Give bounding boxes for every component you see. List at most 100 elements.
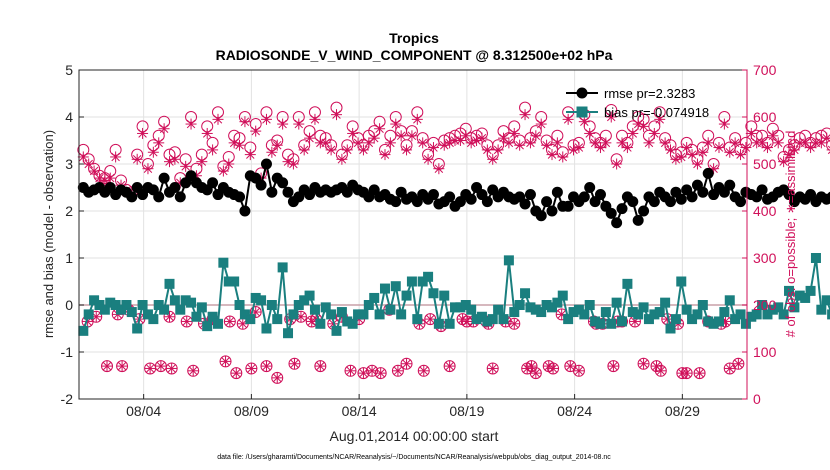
obs-assimilated-low-point (444, 360, 456, 372)
obs-assimilated-stroke (419, 366, 429, 376)
y-tick-label-right: 300 (753, 250, 777, 266)
rmse-point (234, 191, 246, 203)
bias-point (713, 316, 724, 327)
obs-assimilated-stroke (165, 312, 174, 321)
rmse-point (648, 196, 660, 208)
obs-assimilated-stroke (138, 129, 147, 138)
y-tick-label-left: 4 (65, 109, 73, 125)
obs-assimilated-stroke (623, 143, 632, 152)
obs-assimilated-point (201, 127, 213, 139)
obs-assimilated-point (519, 109, 531, 121)
obs-assimilated-point (384, 137, 396, 149)
obs-assimilated-stroke (510, 319, 519, 329)
obs-assimilated-stroke (542, 140, 551, 150)
obs-assimilated-stroke (95, 173, 104, 183)
obs-assimilated-stroke (822, 134, 830, 143)
obs-assimilated-stroke (346, 366, 355, 376)
obs-assimilated-stroke (734, 359, 743, 368)
obs-assimilated-point (320, 137, 332, 149)
x-tick-label: 08/04 (126, 403, 161, 419)
bias-point (584, 300, 595, 310)
obs-assimilated-stroke (462, 317, 472, 326)
obs-assimilated-stroke (353, 138, 363, 148)
obs-assimilated-stroke (563, 115, 573, 124)
x-tick-label: 08/24 (557, 403, 592, 419)
obs-assimilated-stroke (290, 359, 299, 368)
obs-assimilated-point (223, 158, 235, 170)
obs-assimilated-stroke (693, 159, 702, 169)
obs-assimilated-stroke (639, 359, 648, 368)
obs-assimilated-stroke (741, 143, 751, 152)
obs-assimilated-stroke (273, 140, 282, 150)
obs-assimilated-stroke (714, 143, 724, 152)
bias-point (676, 276, 687, 287)
obs-assimilated-stroke (655, 115, 664, 124)
obs-assimilated-stroke (520, 110, 530, 119)
obs-assimilated-point (260, 113, 272, 125)
rmse-point (444, 191, 456, 203)
obs-assimilated-point (368, 132, 380, 144)
rmse-point (239, 205, 251, 217)
bias-point (363, 300, 374, 310)
bias-point (493, 304, 504, 315)
obs-assimilated-stroke (156, 361, 166, 371)
rmse-point (427, 189, 439, 201)
obs-assimilated-point (562, 113, 574, 125)
obs-assimilated-stroke (663, 314, 672, 324)
obs-assimilated-point (767, 130, 779, 142)
rmse-point (551, 186, 563, 198)
obs-assimilated-stroke (768, 131, 778, 141)
obs-assimilated-point (659, 137, 671, 149)
obs-assimilated-stroke (504, 138, 514, 148)
obs-assimilated-point (578, 116, 590, 128)
bias-point (557, 290, 568, 301)
obs-assimilated-low-point (573, 365, 585, 377)
rmse-point (616, 203, 628, 215)
rmse-point (390, 196, 402, 208)
bias-point (283, 328, 294, 339)
y-axis-label-left: rmse and bias (model - observation) (41, 130, 56, 338)
obs-assimilated-point (638, 120, 650, 132)
obs-assimilated-point (196, 156, 208, 168)
obs-assimilated-stroke (343, 145, 352, 155)
obs-assimilated-low-point (260, 360, 272, 372)
obs-assimilated-point (142, 163, 154, 175)
y-tick-label-left: 2 (65, 203, 73, 219)
obs-assimilated-stroke (574, 143, 584, 152)
obs-assimilated-stroke (143, 164, 153, 173)
obs-assimilated-point (309, 113, 321, 125)
obs-assimilated-point (352, 137, 364, 149)
rmse-point (158, 172, 170, 184)
obs-assimilated-point (293, 118, 305, 130)
bias-point (719, 307, 730, 318)
obs-assimilated-point (621, 142, 633, 154)
obs-assimilated-stroke (182, 317, 191, 326)
bias-point (466, 304, 477, 315)
obs-assimilated-low-point (543, 360, 555, 372)
y-tick-label-right: 400 (753, 203, 777, 219)
rmse-point (638, 205, 650, 217)
obs-assimilated-stroke (445, 361, 454, 371)
bias-point (412, 314, 423, 325)
obs-assimilated-point (546, 149, 558, 161)
obs-assimilated-point (433, 163, 445, 175)
bias-point (660, 297, 671, 308)
obs-assimilated-low-point (230, 367, 242, 379)
obs-assimilated-point (395, 130, 407, 142)
obs-assimilated-low-point (271, 372, 283, 384)
obs-assimilated-low-point (607, 360, 619, 372)
obs-assimilated-point (675, 151, 687, 163)
obs-assimilated-stroke (580, 117, 589, 126)
obs-assimilated-point (379, 149, 391, 161)
obs-assimilated-stroke (267, 148, 277, 157)
y-axis-label-right: # of obs: o=possible; ∗=assimilated (783, 131, 798, 338)
obs-assimilated-point (83, 158, 95, 170)
obs-assimilated-stroke (251, 126, 260, 136)
obs-assimilated-stroke (111, 152, 120, 162)
obs-assimilated-stroke (407, 131, 417, 141)
obs-assimilated-stroke (531, 368, 541, 378)
legend-rmse-marker (576, 87, 588, 99)
obs-assimilated-point (131, 153, 143, 165)
obs-assimilated-stroke (375, 124, 384, 133)
